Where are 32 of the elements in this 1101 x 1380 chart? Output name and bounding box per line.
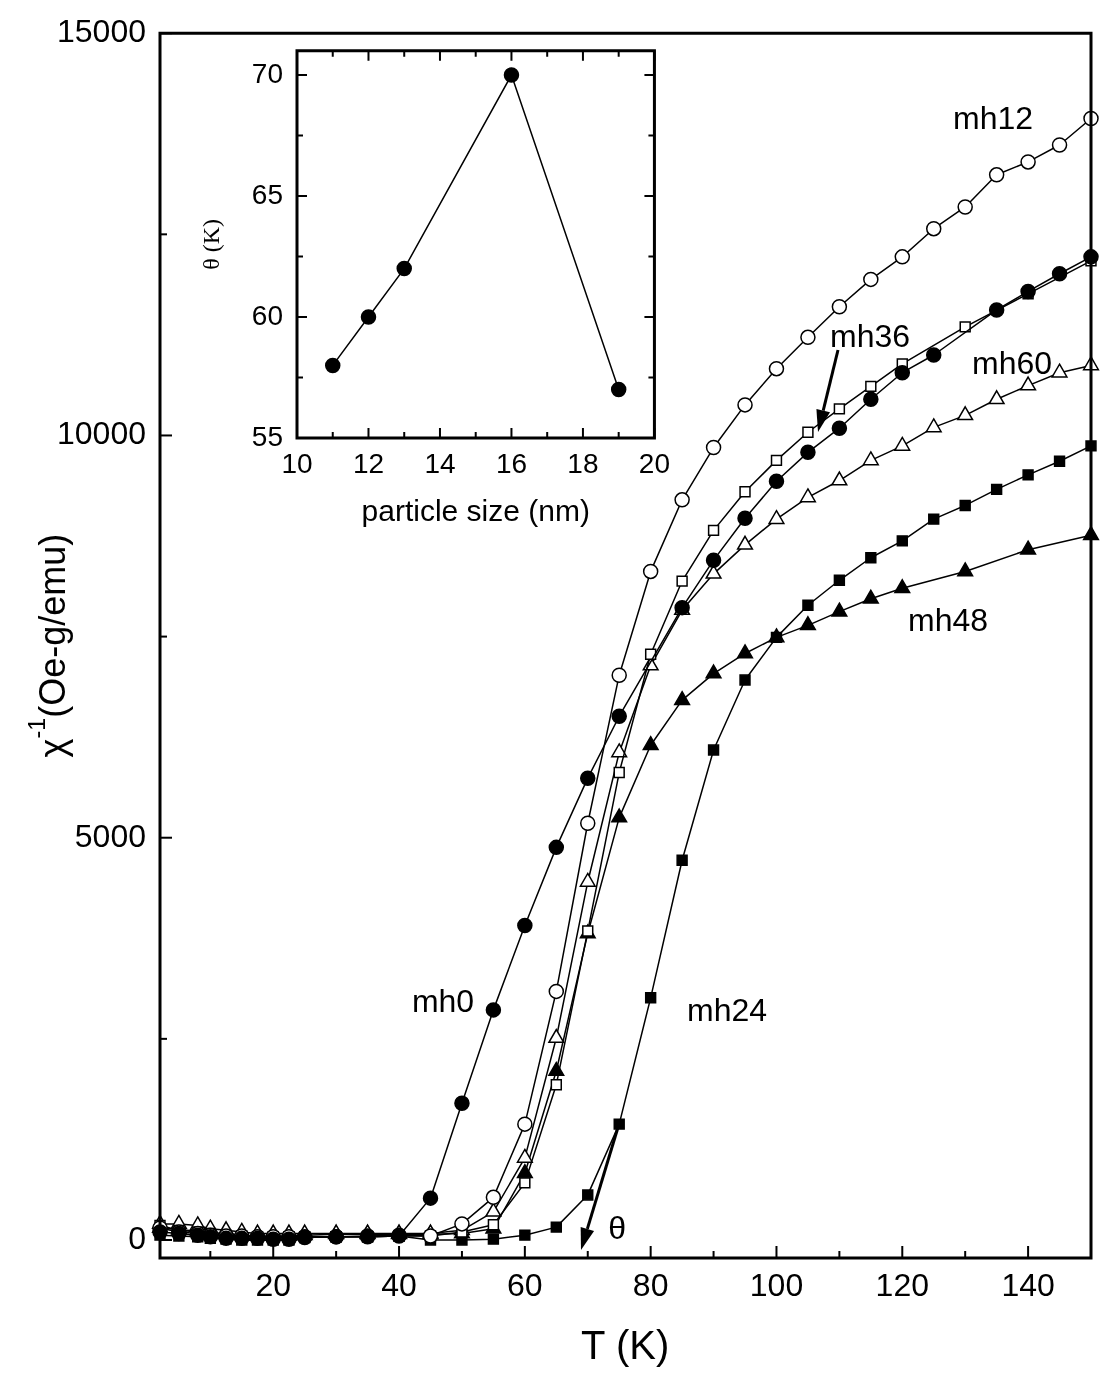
y-tick-label: 5000 xyxy=(74,817,146,854)
x-tick-label: 10 xyxy=(281,447,313,479)
y-tick-label: 65 xyxy=(251,178,283,210)
x-tick-label: 80 xyxy=(632,1267,669,1304)
y-tick-label: 60 xyxy=(251,299,283,331)
x-tick-label: 120 xyxy=(875,1267,929,1304)
y-tick-label: 15000 xyxy=(57,13,146,50)
y-tick-label: 10000 xyxy=(57,415,146,452)
x-tick-label: 40 xyxy=(381,1267,417,1304)
x-tick-label: 12 xyxy=(352,447,385,479)
series-label: mh0 xyxy=(411,982,475,1019)
x-axis-title: T (K) xyxy=(581,1323,670,1368)
x-tick-label: 100 xyxy=(749,1267,804,1304)
series-label: mh12 xyxy=(952,99,1034,136)
x-tick-label: 60 xyxy=(507,1267,543,1304)
y-tick-label: 55 xyxy=(251,420,283,452)
series-label: mh60 xyxy=(971,344,1053,381)
y-tick-label: 0 xyxy=(128,1219,146,1256)
x-tick-label: 20 xyxy=(638,447,671,479)
x-tick-label: 140 xyxy=(1001,1267,1055,1304)
x-tick-label: 16 xyxy=(495,447,528,479)
series-label: mh48 xyxy=(907,601,989,638)
x-tick-label: 18 xyxy=(567,447,599,479)
series-label: mh24 xyxy=(686,991,768,1028)
series-label: mh36 xyxy=(829,317,911,354)
x-tick-label: 14 xyxy=(424,447,456,479)
y-axis-title: θ (K) xyxy=(198,218,225,270)
x-axis-title: particle size (nm) xyxy=(361,494,590,528)
x-tick-label: 20 xyxy=(255,1267,292,1304)
y-tick-label: 70 xyxy=(251,57,283,89)
y-axis-title: χ-1(Oe-g/emu) xyxy=(24,533,73,758)
annotation: θ xyxy=(608,1209,627,1246)
